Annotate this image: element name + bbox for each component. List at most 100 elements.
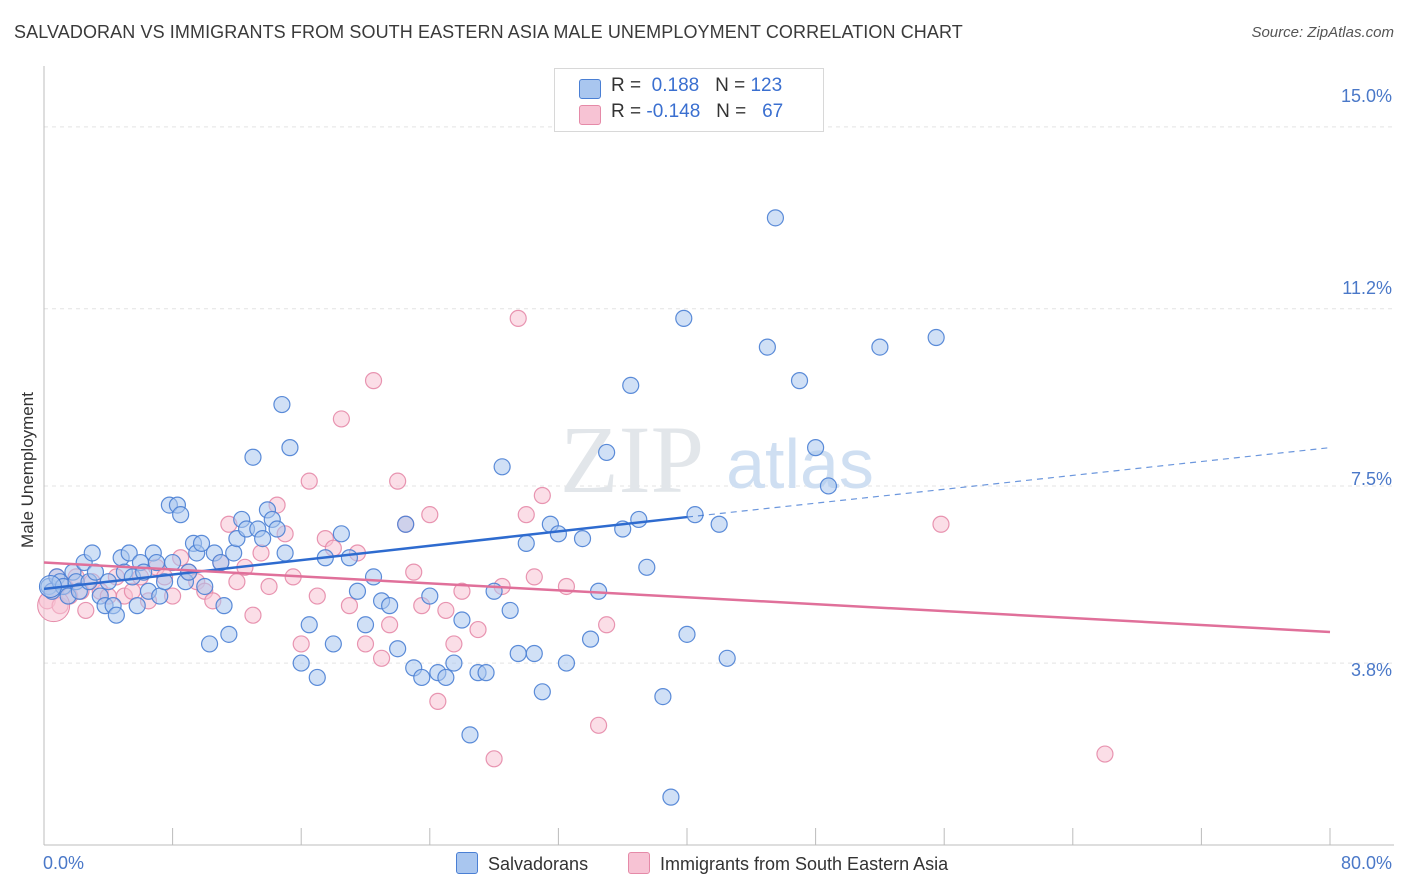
- salvadoran-point-101: [662, 788, 680, 806]
- immigrant-point-65: [598, 616, 616, 634]
- immigrant-point-64: [589, 716, 608, 734]
- immigrant-point-46: [381, 616, 399, 634]
- correlation-legend: R = 0.188 N = 123 R = -0.148 N = 67: [554, 68, 824, 132]
- immigrant-point-35: [292, 635, 310, 653]
- salvadoran-point-63: [332, 525, 350, 543]
- salvadoran-point-110: [806, 439, 825, 457]
- salvadoran-point-66: [356, 616, 375, 634]
- salvadoran-point-49: [244, 448, 262, 466]
- salvadoran-point-64: [340, 549, 359, 567]
- salvadoran-point-87: [525, 644, 543, 663]
- immigrant-point-30: [252, 544, 270, 562]
- salvadoran-point-39: [196, 577, 214, 596]
- salvadoran-point-88: [533, 683, 551, 701]
- immigrant-point-55: [453, 582, 471, 600]
- immigrant-point-53: [437, 601, 455, 620]
- salvadoran-point-11: [83, 544, 101, 562]
- salvadoran-point-98: [630, 510, 648, 529]
- immigrant-point-61: [525, 568, 543, 586]
- salvadoran-point-95: [598, 443, 616, 462]
- immigrant-point-29: [244, 606, 262, 624]
- salvadoran-point-57: [281, 439, 299, 457]
- salvadoran-point-55: [273, 395, 291, 414]
- legend-stats-immigrants: R = -0.148 N = 67: [611, 101, 784, 122]
- salvadoran-point-106: [718, 649, 736, 667]
- salvadoran-point-107: [758, 338, 776, 356]
- immigrant-point-37: [308, 587, 326, 605]
- salvadoran-point-81: [477, 664, 495, 682]
- salvadoran-point-28: [151, 587, 169, 605]
- salvadoran-point-58: [292, 654, 310, 672]
- trend-line-salvadorans-extension: [686, 447, 1331, 518]
- salvadoran-point-92: [573, 529, 592, 548]
- legend-swatch-pink: [579, 105, 601, 125]
- immigrant-point-14: [123, 582, 142, 600]
- y-tick-label-15: 15.0%: [1340, 86, 1392, 106]
- salvadoran-point-40: [200, 635, 219, 653]
- salvadoran-point-77: [445, 654, 463, 672]
- salvadoran-point-42: [212, 553, 230, 572]
- salvadoran-point-38: [192, 534, 211, 552]
- immigrant-point-8: [77, 601, 95, 620]
- grid-lines: [44, 126, 1394, 664]
- immigrant-point-52: [429, 692, 447, 710]
- trend-line-salvadorans: [43, 515, 688, 591]
- salvadoran-point-51: [254, 529, 272, 548]
- immigrant-point-45: [372, 649, 391, 667]
- x-tick-label-max: 80.0%: [1340, 853, 1392, 873]
- salvadoran-point-22: [128, 597, 146, 615]
- series-salvadorans-points: [38, 209, 945, 806]
- legend-row-immigrants: R = -0.148 N = 67: [555, 101, 823, 129]
- salvadoran-point-84: [501, 601, 519, 620]
- immigrant-point-41: [340, 597, 359, 615]
- salvadoran-point-93: [581, 630, 600, 648]
- y-tick-label-3-8: 3.8%: [1350, 660, 1392, 680]
- salvadoran-point-33: [172, 506, 190, 524]
- immigrant-point-40: [332, 410, 350, 428]
- salvadoran-point-74: [421, 587, 439, 605]
- chart-title: SALVADORAN VS IMMIGRANTS FROM SOUTH EAST…: [14, 22, 963, 42]
- salvadoran-point-111: [819, 477, 838, 495]
- salvadoran-point-105: [710, 515, 728, 533]
- legend-swatch-blue: [579, 79, 601, 99]
- salvadoran-point-112: [871, 338, 889, 356]
- salvadoran-point-43: [215, 597, 233, 615]
- immigrant-point-49: [405, 563, 423, 581]
- salvadoran-point-60: [308, 668, 326, 687]
- salvadoran-point-59: [300, 616, 318, 634]
- salvadoran-point-109: [790, 372, 809, 390]
- trend-line-immigrants: [43, 561, 1331, 634]
- salvadoran-point-103: [678, 625, 696, 643]
- immigrant-point-31: [260, 577, 278, 596]
- salvadoran-point-29: [155, 573, 174, 591]
- salvadoran-point-73: [413, 668, 431, 687]
- salvadoran-point-108: [766, 209, 785, 227]
- legend-swatch-immigrants: [628, 852, 650, 874]
- immigrant-point-51: [421, 506, 439, 524]
- immigrant-point-43: [356, 635, 375, 653]
- salvadoran-point-91: [557, 654, 576, 672]
- immigrant-point-27: [228, 573, 246, 591]
- salvadoran-point-45: [225, 544, 243, 562]
- salvadoran-point-79: [461, 726, 479, 744]
- legend-item-immigrants[interactable]: Immigrants from South Eastern Asia: [628, 852, 948, 875]
- salvadoran-point-97: [622, 376, 640, 394]
- axes: [43, 66, 1394, 846]
- immigrant-point-60: [517, 506, 535, 524]
- y-tick-label-7-5: 7.5%: [1350, 469, 1392, 489]
- salvadoran-point-83: [493, 458, 511, 476]
- immigrant-point-67: [932, 515, 950, 533]
- salvadoran-point-54: [268, 520, 286, 538]
- source-label: Source: ZipAtlas.com: [1251, 24, 1394, 41]
- salvadoran-point-86: [517, 534, 535, 552]
- legend-item-salvadorans[interactable]: Salvadorans: [456, 852, 588, 875]
- salvadoran-point-44: [220, 625, 238, 643]
- salvadoran-point-100: [654, 687, 672, 706]
- watermark-zip: ZIP: [560, 406, 704, 513]
- immigrant-point-62: [533, 486, 551, 505]
- salvadoran-point-76: [437, 668, 455, 687]
- salvadoran-point-17: [107, 606, 125, 624]
- salvadoran-point-113: [927, 328, 945, 347]
- salvadoran-point-85: [509, 644, 527, 663]
- salvadoran-point-70: [389, 640, 407, 658]
